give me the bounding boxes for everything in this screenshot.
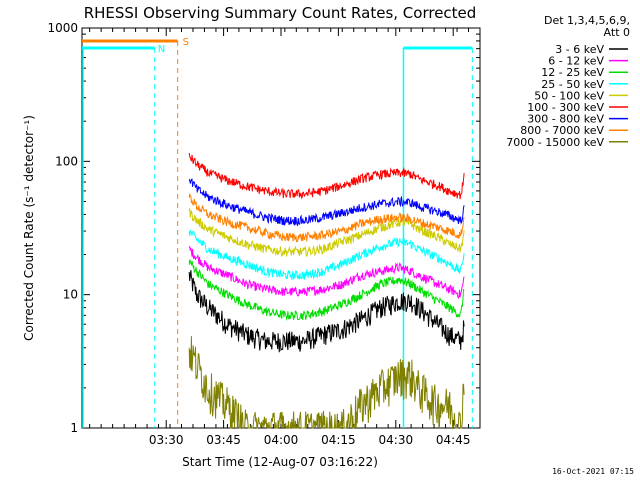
series-line-9 <box>188 336 465 430</box>
legend-label: 6 - 12 keV <box>548 55 604 68</box>
legend-header-line-1: Det 1,3,4,5,6,9, <box>544 14 630 27</box>
series-line-6 <box>188 152 465 200</box>
x-tick-label: 04:00 <box>264 433 299 447</box>
legend-label: 300 - 800 keV <box>527 113 604 126</box>
night-label: N <box>158 44 165 55</box>
legend-label: 3 - 6 keV <box>555 43 604 56</box>
plot-area: 1 10 100 1000 03:30 03:45 04:00 04:15 04:30 04:45… <box>47 21 481 447</box>
series-line-2 <box>188 245 465 299</box>
x-tick-label: 03:45 <box>206 433 241 447</box>
x-tick-label: 04:30 <box>379 433 414 447</box>
x-tick-label: 04:15 <box>321 433 356 447</box>
legend-label: 12 - 25 keV <box>541 66 604 79</box>
chart-title: RHESSI Observing Summary Count Rates, Co… <box>84 4 477 22</box>
legend-label: 50 - 100 keV <box>534 89 604 102</box>
series-line-8 <box>188 193 465 243</box>
footer-timestamp: 16-Oct-2021 07:15 <box>552 467 634 476</box>
legend-label: 800 - 7000 keV <box>520 124 604 137</box>
y-tick-label: 10 <box>63 288 78 302</box>
legend-label: 7000 - 15000 keV <box>506 136 604 149</box>
series-line-1 <box>188 270 465 353</box>
y-axis-label: Corrected Count Rate (s⁻¹ detector⁻¹) <box>22 115 36 341</box>
y-tick-label: 1000 <box>47 21 78 35</box>
saa-label: S <box>183 37 189 48</box>
x-axis-label: Start Time (12-Aug-07 03:16:22) <box>182 455 378 469</box>
series-line-5 <box>188 208 465 258</box>
series-line-4 <box>188 229 465 280</box>
y-tick-label: 1 <box>70 421 78 435</box>
legend-label: 25 - 50 keV <box>541 78 604 91</box>
y-tick-label: 100 <box>55 154 78 168</box>
series-line-3 <box>188 259 465 322</box>
legend-label: 100 - 300 keV <box>527 101 604 114</box>
series-line-7 <box>188 178 465 227</box>
x-tick-label: 04:45 <box>436 433 471 447</box>
legend-header-line-2: Att 0 <box>604 26 630 39</box>
x-tick-label: 03:30 <box>149 433 184 447</box>
